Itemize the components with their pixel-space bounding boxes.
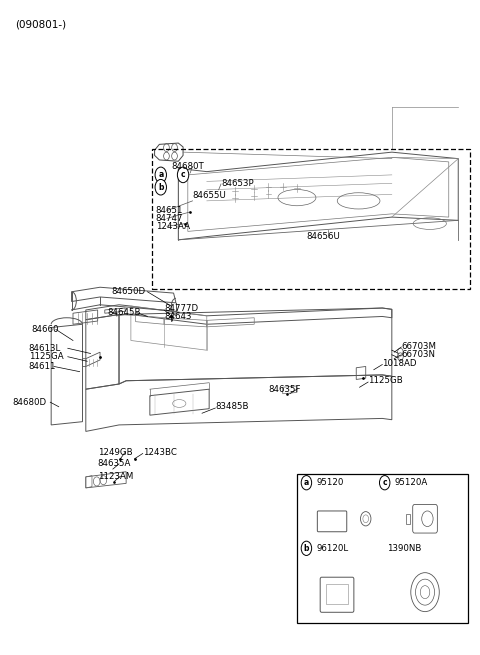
Text: 84660: 84660 (31, 325, 59, 334)
Text: 84655U: 84655U (192, 191, 227, 200)
Text: c: c (383, 478, 387, 487)
Text: 1125GB: 1125GB (368, 376, 403, 385)
Text: b: b (304, 544, 309, 553)
Text: 1249GB: 1249GB (97, 448, 132, 457)
Text: 84650D: 84650D (111, 288, 145, 296)
Text: 1125GA: 1125GA (29, 352, 63, 361)
Text: 1018AD: 1018AD (383, 359, 417, 367)
Text: 84653P: 84653P (221, 179, 253, 189)
Circle shape (155, 167, 167, 183)
Circle shape (380, 476, 390, 490)
Text: 95120: 95120 (317, 478, 344, 487)
Text: 84645B: 84645B (107, 308, 141, 317)
FancyBboxPatch shape (297, 474, 468, 623)
Text: 66703M: 66703M (401, 343, 436, 352)
Circle shape (178, 167, 189, 183)
Text: 84680T: 84680T (171, 162, 204, 171)
Text: 1243BC: 1243BC (143, 448, 177, 457)
Text: 83485B: 83485B (216, 402, 249, 411)
Text: 66703N: 66703N (401, 350, 435, 360)
Circle shape (155, 179, 167, 195)
Text: 84777D: 84777D (164, 303, 198, 312)
Circle shape (301, 476, 312, 490)
Text: 96120L: 96120L (317, 544, 349, 553)
Text: 1123AM: 1123AM (97, 472, 133, 481)
Text: 84747: 84747 (156, 214, 183, 223)
Text: 1243AA: 1243AA (156, 221, 190, 231)
Text: 84643: 84643 (164, 312, 192, 321)
Text: (090801-): (090801-) (14, 19, 66, 29)
Text: b: b (158, 183, 164, 192)
Text: 84635F: 84635F (268, 384, 301, 394)
Text: 84635A: 84635A (97, 459, 131, 468)
Text: c: c (181, 170, 185, 179)
Text: 95120A: 95120A (395, 478, 428, 487)
Text: 84613L: 84613L (29, 344, 61, 353)
Text: 1390NB: 1390NB (387, 544, 421, 553)
Text: a: a (304, 478, 309, 487)
Text: 84656U: 84656U (306, 232, 340, 241)
Text: a: a (158, 170, 163, 179)
Text: 84680D: 84680D (12, 398, 47, 407)
Circle shape (301, 541, 312, 555)
Text: 84611: 84611 (29, 362, 56, 371)
Text: 84651: 84651 (156, 206, 183, 215)
